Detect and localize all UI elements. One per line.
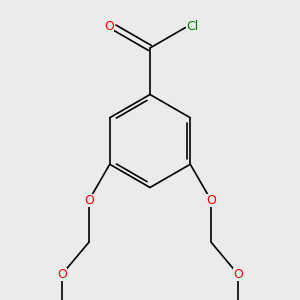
Text: Cl: Cl xyxy=(186,20,198,33)
Text: O: O xyxy=(104,20,114,32)
Text: O: O xyxy=(233,268,243,281)
Text: O: O xyxy=(206,194,216,207)
Text: O: O xyxy=(84,194,94,207)
Text: O: O xyxy=(57,268,67,281)
